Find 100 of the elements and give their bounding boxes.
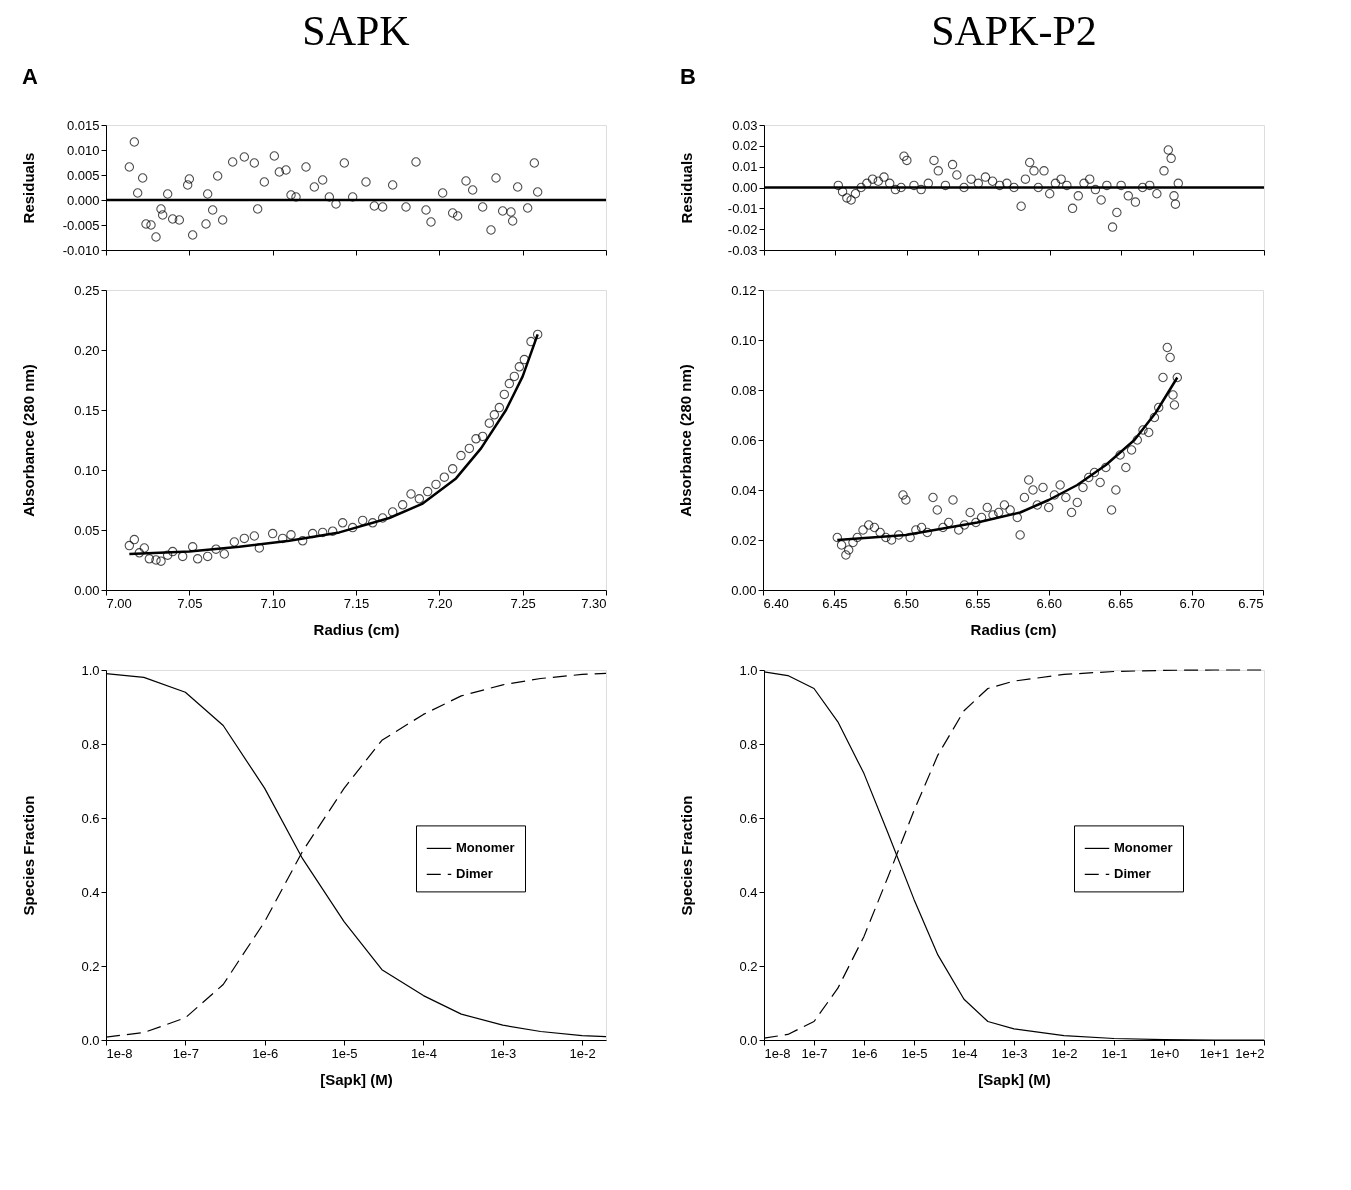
point bbox=[369, 201, 380, 211]
y-tick-label: 0.15 bbox=[74, 402, 100, 418]
point bbox=[497, 206, 508, 216]
point bbox=[281, 165, 291, 175]
point bbox=[339, 158, 350, 168]
legend-label: Dimer bbox=[1114, 866, 1151, 882]
x-tick-label: 6.65 bbox=[1107, 595, 1134, 611]
point bbox=[532, 187, 543, 197]
point bbox=[506, 207, 516, 217]
x-tick-label: 1e-6 bbox=[851, 1045, 878, 1061]
x-tick-label: 7.00 bbox=[106, 595, 132, 611]
point bbox=[447, 208, 458, 218]
point bbox=[377, 202, 388, 212]
x-tick-label: 1e-5 bbox=[331, 1045, 358, 1061]
point bbox=[187, 230, 198, 240]
point bbox=[124, 162, 135, 172]
y-tick-label: 0.08 bbox=[731, 382, 757, 398]
y-axis-title: Species Fraction bbox=[19, 795, 37, 916]
x-tick-label: 6.55 bbox=[965, 595, 991, 611]
y-tick-label: 0.2 bbox=[739, 958, 758, 974]
y-axis-title: Species Fraction bbox=[677, 795, 695, 916]
y-tick-label: 0.02 bbox=[732, 138, 758, 154]
point bbox=[461, 176, 471, 186]
point bbox=[252, 204, 263, 214]
chart-title: SAPK-P2 bbox=[931, 8, 1097, 54]
y-axis-title: Residuals bbox=[677, 152, 695, 224]
point bbox=[301, 162, 311, 172]
point bbox=[132, 188, 143, 198]
point bbox=[361, 177, 371, 187]
point bbox=[137, 173, 148, 183]
y-tick-label: 0.10 bbox=[74, 462, 100, 478]
point bbox=[182, 180, 193, 190]
y-tick-label: 1.0 bbox=[81, 662, 100, 678]
point bbox=[184, 174, 195, 184]
point bbox=[227, 157, 238, 167]
x-tick-label: 1e-8 bbox=[106, 1045, 133, 1061]
point bbox=[207, 205, 218, 215]
x-tick-label: 1e-1 bbox=[1101, 1045, 1128, 1061]
x-axis-title: Radius (cm) bbox=[313, 620, 400, 638]
y-tick-label: 0.04 bbox=[731, 482, 757, 498]
point bbox=[401, 202, 411, 212]
x-tick-label: 6.75 bbox=[1238, 595, 1264, 611]
y-tick-label: -0.02 bbox=[727, 221, 758, 237]
point bbox=[347, 192, 358, 202]
point bbox=[421, 205, 431, 215]
point bbox=[529, 158, 540, 168]
legend-label: Monomer bbox=[456, 840, 515, 856]
legend-label: Dimer bbox=[456, 866, 493, 882]
x-tick-label: 1e-4 bbox=[951, 1045, 978, 1061]
y-tick-label: 0.2 bbox=[81, 958, 100, 974]
point bbox=[309, 182, 320, 192]
text: A bbox=[22, 64, 38, 89]
y-tick-label: 0.25 bbox=[74, 282, 100, 298]
point bbox=[239, 152, 250, 162]
y-tick-label: 0.12 bbox=[731, 282, 757, 298]
y-tick-label: 0.20 bbox=[74, 342, 100, 358]
point bbox=[324, 192, 335, 202]
y-tick-label: 0.02 bbox=[731, 532, 757, 548]
point bbox=[486, 225, 496, 235]
x-tick-label: 6.45 bbox=[822, 595, 848, 611]
point bbox=[437, 188, 448, 198]
point bbox=[522, 203, 533, 213]
point bbox=[491, 173, 501, 183]
x-tick-label: 6.60 bbox=[1036, 595, 1062, 611]
point bbox=[317, 175, 328, 185]
y-tick-label: 0.05 bbox=[74, 522, 100, 538]
point bbox=[291, 192, 301, 202]
y-tick-label: 0.005 bbox=[66, 167, 100, 183]
point bbox=[151, 232, 161, 242]
point bbox=[507, 216, 518, 226]
point bbox=[477, 202, 488, 212]
y-tick-label: 0.10 bbox=[731, 332, 757, 348]
point bbox=[167, 214, 178, 224]
x-tick-label: 1e+0 bbox=[1149, 1045, 1180, 1061]
y-axis-title: Absorbance (280 nm) bbox=[19, 364, 37, 517]
x-tick-label: 6.50 bbox=[893, 595, 920, 611]
point bbox=[411, 157, 421, 167]
x-axis-title: [Sapk] (M) bbox=[320, 1070, 393, 1088]
point bbox=[156, 204, 166, 214]
point bbox=[259, 177, 270, 187]
y-tick-label: 0.00 bbox=[731, 582, 757, 598]
y-tick-label: 0.8 bbox=[81, 736, 100, 752]
point bbox=[162, 189, 173, 199]
x-tick-label: 1e-4 bbox=[410, 1045, 437, 1061]
x-axis-title: [Sapk] (M) bbox=[978, 1070, 1051, 1088]
point bbox=[157, 210, 168, 220]
point bbox=[269, 151, 280, 161]
point bbox=[274, 167, 285, 177]
point bbox=[387, 180, 398, 190]
y-tick-label: 0.010 bbox=[66, 142, 100, 158]
point bbox=[146, 220, 156, 230]
y-tick-label: 0.4 bbox=[739, 884, 758, 900]
chart-title: SAPK bbox=[302, 8, 410, 54]
x-tick-label: 1e-3 bbox=[1001, 1045, 1028, 1061]
point bbox=[426, 217, 436, 227]
y-tick-label: -0.010 bbox=[62, 242, 100, 258]
y-tick-label: 0.4 bbox=[81, 884, 100, 900]
point bbox=[174, 215, 185, 225]
y-tick-label: -0.01 bbox=[727, 200, 758, 216]
point bbox=[286, 190, 296, 200]
